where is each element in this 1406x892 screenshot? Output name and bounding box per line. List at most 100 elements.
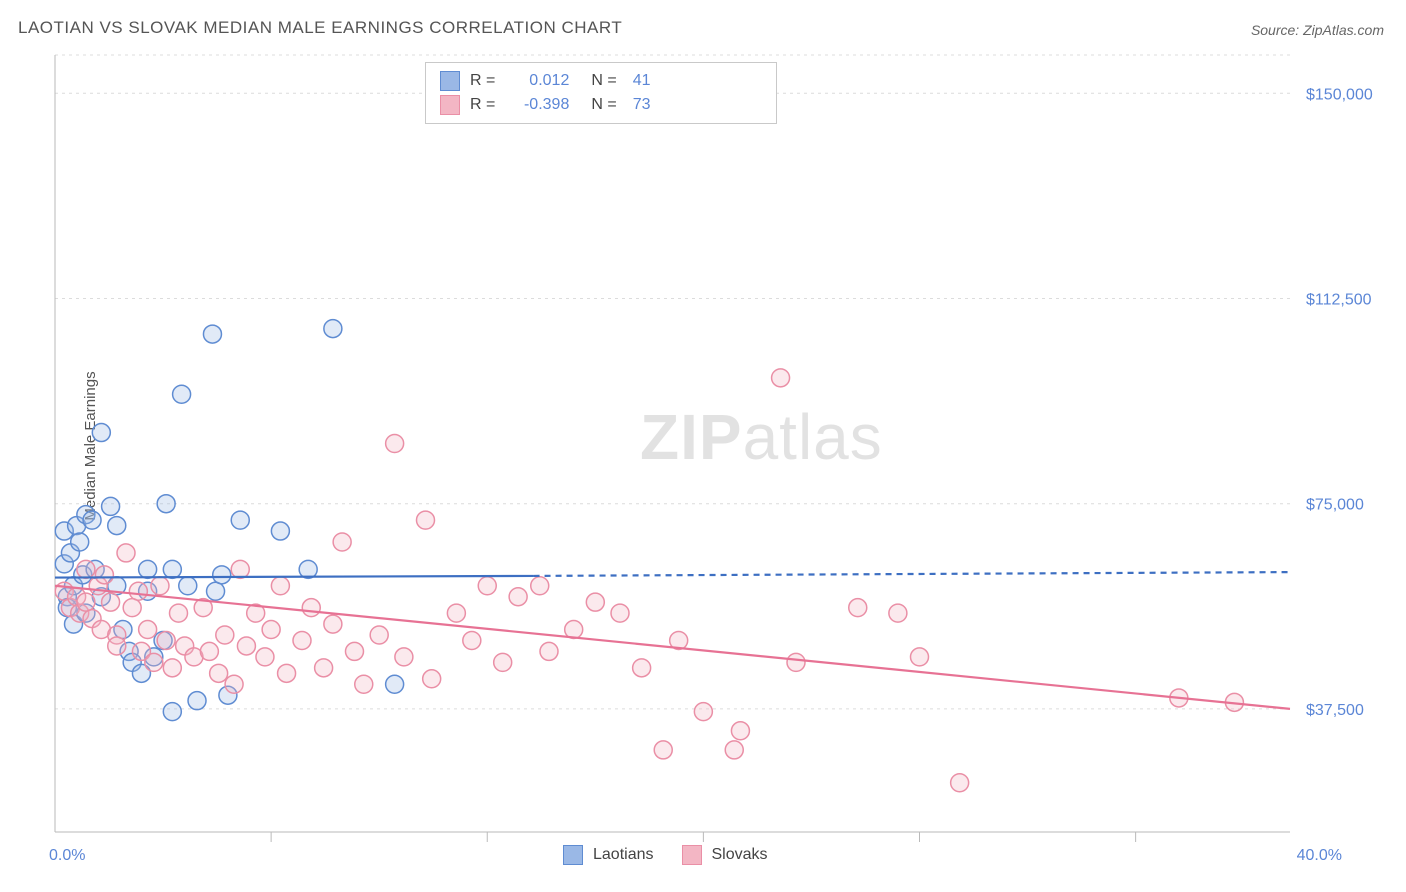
data-point — [213, 566, 231, 584]
stat-n-value: 73 — [627, 96, 651, 114]
data-point — [731, 722, 749, 740]
data-point — [157, 495, 175, 513]
data-point — [889, 604, 907, 622]
stat-r-value: 0.012 — [505, 72, 569, 90]
data-point — [102, 593, 120, 611]
stat-r-value: -0.398 — [505, 96, 569, 114]
data-point — [531, 577, 549, 595]
stat-n-label: N = — [579, 72, 616, 90]
data-point — [163, 703, 181, 721]
legend-swatch — [682, 845, 702, 865]
trend-line — [55, 576, 534, 578]
data-point — [151, 577, 169, 595]
y-tick-label: $37,500 — [1306, 702, 1364, 719]
data-point — [315, 659, 333, 677]
legend-label: Slovaks — [712, 846, 768, 864]
stat-r-label: R = — [470, 72, 495, 90]
data-point — [231, 511, 249, 529]
data-point — [108, 517, 126, 535]
data-point — [237, 637, 255, 655]
data-point — [71, 533, 89, 551]
data-point — [386, 675, 404, 693]
data-point — [77, 560, 95, 578]
data-point — [849, 599, 867, 617]
legend-swatch — [440, 95, 460, 115]
data-point — [95, 566, 113, 584]
data-point — [772, 369, 790, 387]
data-point — [324, 615, 342, 633]
legend-item: Slovaks — [682, 845, 768, 865]
data-point — [163, 560, 181, 578]
bottom-legend: Laotians Slovaks — [563, 845, 768, 865]
data-point — [271, 522, 289, 540]
data-point — [179, 577, 197, 595]
data-point — [216, 626, 234, 644]
stat-row: R = 0.012 N = 41 — [426, 69, 776, 93]
data-point — [654, 741, 672, 759]
data-point — [210, 664, 228, 682]
data-point — [509, 588, 527, 606]
legend-swatch — [440, 71, 460, 91]
data-point — [173, 385, 191, 403]
data-point — [278, 664, 296, 682]
data-point — [83, 511, 101, 529]
data-point — [139, 560, 157, 578]
data-point — [225, 675, 243, 693]
data-point — [463, 631, 481, 649]
data-point — [123, 599, 141, 617]
data-point — [302, 599, 320, 617]
legend-label: Laotians — [593, 846, 654, 864]
scatter-chart: $37,500 $75,000 $112,500 $150,000 0.0% 40.0% — [0, 0, 1406, 892]
data-point — [633, 659, 651, 677]
data-point — [139, 621, 157, 639]
data-point — [478, 577, 496, 595]
y-tick-label: $150,000 — [1306, 86, 1373, 103]
stat-row: R = -0.398 N = 73 — [426, 93, 776, 117]
data-point — [417, 511, 435, 529]
data-point — [108, 637, 126, 655]
x-tick-label: 0.0% — [49, 847, 85, 864]
data-point — [911, 648, 929, 666]
data-point — [256, 648, 274, 666]
data-point — [129, 582, 147, 600]
data-point — [345, 642, 363, 660]
stat-r-label: R = — [470, 96, 495, 114]
stat-n-value: 41 — [627, 72, 651, 90]
data-point — [203, 325, 221, 343]
data-point — [725, 741, 743, 759]
legend-item: Laotians — [563, 845, 654, 865]
data-point — [145, 653, 163, 671]
data-point — [324, 320, 342, 338]
data-point — [271, 577, 289, 595]
data-point — [447, 604, 465, 622]
data-point — [102, 497, 120, 515]
data-point — [423, 670, 441, 688]
data-point — [163, 659, 181, 677]
data-point — [395, 648, 413, 666]
data-point — [188, 692, 206, 710]
data-point — [951, 774, 969, 792]
stat-n-label: N = — [579, 96, 616, 114]
data-point — [370, 626, 388, 644]
data-point — [293, 631, 311, 649]
data-point — [157, 631, 175, 649]
data-point — [262, 621, 280, 639]
data-point — [333, 533, 351, 551]
data-point — [77, 593, 95, 611]
data-point — [92, 424, 110, 442]
data-point — [787, 653, 805, 671]
data-point — [200, 642, 218, 660]
data-point — [207, 582, 225, 600]
y-tick-label: $112,500 — [1306, 291, 1372, 308]
data-point — [117, 544, 135, 562]
y-tick-label: $75,000 — [1306, 497, 1364, 514]
data-point — [694, 703, 712, 721]
x-tick-label: 40.0% — [1297, 847, 1342, 864]
data-point — [231, 560, 249, 578]
data-point — [611, 604, 629, 622]
data-point — [494, 653, 512, 671]
data-point — [586, 593, 604, 611]
legend-swatch — [563, 845, 583, 865]
data-point — [170, 604, 188, 622]
data-point — [386, 435, 404, 453]
